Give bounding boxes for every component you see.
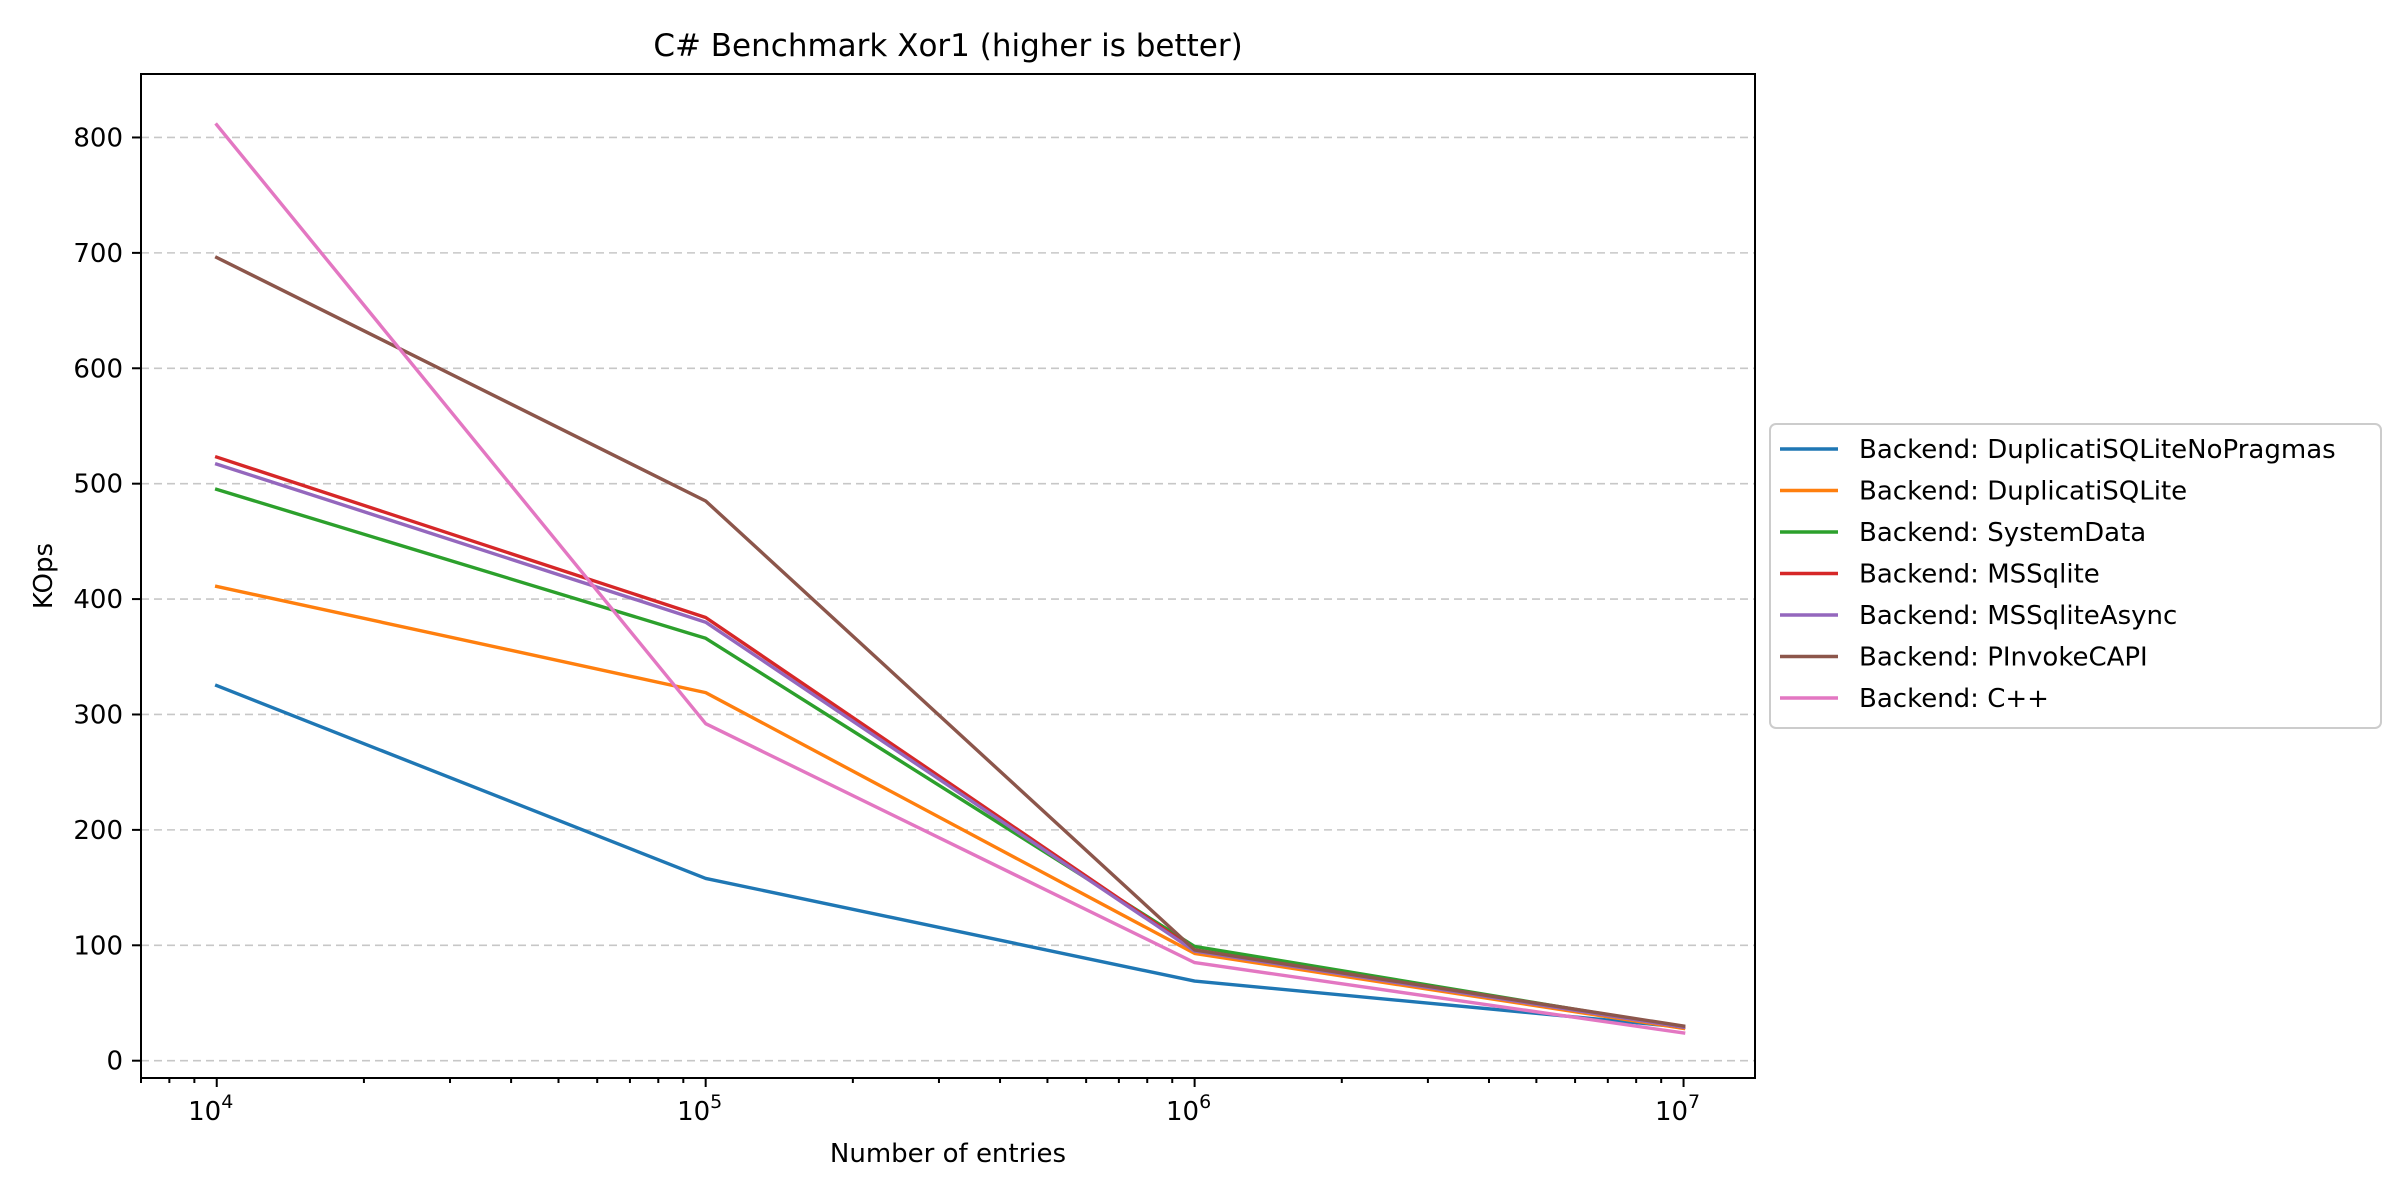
legend-label: Backend: MSSqliteAsync — [1859, 601, 2177, 631]
series-line-2 — [214, 584, 1686, 1031]
y-tick-label: 700 — [73, 239, 123, 269]
x-tick-label: 106 — [1166, 1091, 1211, 1127]
y-tick-label: 300 — [73, 700, 123, 730]
series-line-6 — [214, 255, 1686, 1029]
legend: Backend: DuplicatiSQLiteNoPragmas Backend… — [1769, 423, 2382, 729]
y-tick-label: 500 — [73, 470, 123, 500]
y-tick-label: 100 — [73, 931, 123, 961]
series-line-3 — [214, 487, 1686, 1030]
series-line-1 — [214, 683, 1686, 1030]
x-tick-label: 104 — [188, 1091, 233, 1127]
series-layer — [214, 122, 1686, 1035]
legend-label: Backend: DuplicatiSQLiteNoPragmas — [1859, 435, 2336, 465]
x-axis-title: Number of entries — [830, 1139, 1066, 1169]
y-tick-label: 600 — [73, 354, 123, 384]
y-tick-label: 800 — [73, 123, 123, 153]
x-tick-label: 107 — [1655, 1091, 1700, 1127]
legend-label: Backend: SystemData — [1859, 518, 2146, 548]
y-tick-label: 200 — [73, 816, 123, 846]
legend-label: Backend: DuplicatiSQLite — [1859, 477, 2187, 507]
y-tick-label: 400 — [73, 585, 123, 615]
y-axis: 0 100 200 300 400 500 600 700 800 — [73, 123, 141, 1077]
y-axis-title: KOps — [29, 543, 59, 609]
legend-box — [1769, 423, 2382, 729]
legend-label: Backend: C++ — [1859, 684, 2049, 714]
legend-label: Backend: MSSqlite — [1859, 560, 2100, 590]
chart-title: C# Benchmark Xor1 (higher is better) — [653, 28, 1242, 64]
y-tick-label: 0 — [106, 1047, 123, 1077]
x-tick-label: 105 — [677, 1091, 722, 1127]
legend-label: Backend: PInvokeCAPI — [1859, 643, 2148, 673]
x-axis: 104 105 106 107 — [140, 1078, 1700, 1127]
series-line-7 — [214, 122, 1686, 1035]
plot-frame — [140, 73, 1756, 1079]
grid-layer — [141, 136, 1755, 1062]
series-line-4 — [214, 454, 1686, 1030]
series-line-5 — [214, 461, 1686, 1030]
